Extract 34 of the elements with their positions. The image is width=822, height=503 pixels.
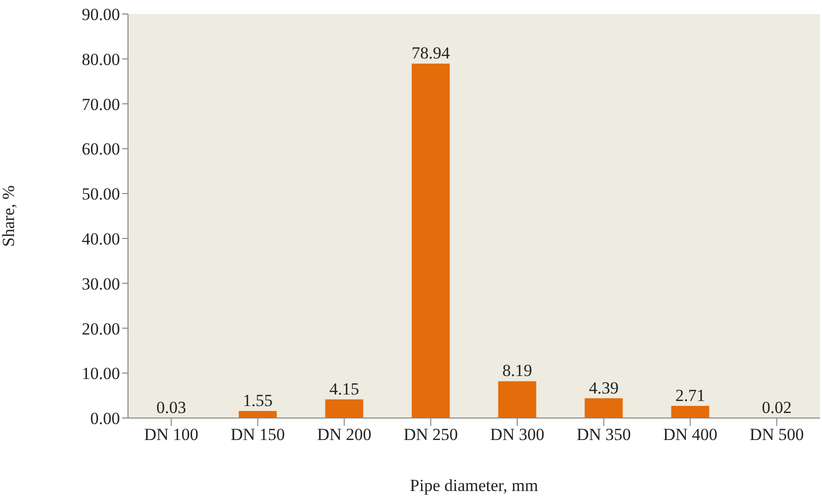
y-tick-label: 20.00 (82, 319, 120, 338)
x-axis-title: Pipe diameter, mm (410, 476, 538, 495)
x-tick-label: DN 150 (230, 425, 285, 444)
x-tick-label: DN 100 (144, 425, 198, 444)
y-tick-label: 40.00 (82, 229, 120, 248)
y-tick-label: 10.00 (82, 364, 120, 384)
x-tick-label: DN 400 (663, 425, 718, 444)
y-tick-label: 30.00 (82, 274, 120, 294)
bar (238, 411, 277, 418)
bar (325, 399, 364, 418)
x-tick-label: DN 500 (750, 425, 804, 444)
data-label: 4.15 (329, 379, 360, 398)
x-tick-label: DN 300 (490, 425, 544, 444)
y-tick-label: 70.00 (82, 94, 120, 114)
y-tick-label: 90.00 (82, 5, 120, 24)
bar (498, 381, 536, 418)
data-label: 2.71 (675, 386, 706, 405)
x-tick-label: DN 200 (317, 425, 372, 444)
bar (671, 406, 710, 418)
bar (584, 398, 623, 418)
data-label: 0.02 (762, 398, 792, 417)
data-label: 8.19 (502, 361, 532, 380)
y-tick-label: 60.00 (82, 140, 120, 159)
x-tick-label: DN 350 (576, 425, 631, 444)
y-axis-title: Share, % (0, 185, 18, 247)
bar (412, 64, 450, 418)
data-label: 78.94 (412, 44, 450, 63)
y-tick-label: 50.00 (82, 184, 120, 204)
data-label: 1.55 (242, 391, 273, 410)
y-tick-label: 0.00 (90, 409, 120, 428)
y-tick-label: 80.00 (82, 50, 120, 69)
data-label: 0.03 (156, 398, 186, 417)
x-tick-label: DN 250 (404, 425, 458, 444)
data-label: 4.39 (588, 378, 619, 398)
